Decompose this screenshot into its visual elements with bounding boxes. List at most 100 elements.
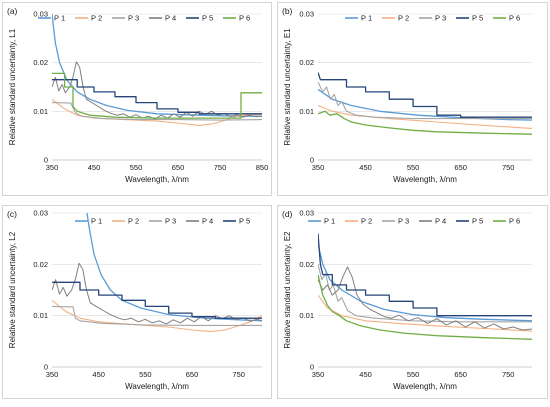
x-tick-label: 650 (454, 370, 467, 379)
x-tick-label: 850 (256, 163, 269, 172)
series-line-p2 (52, 98, 262, 126)
x-tick-label: 350 (46, 163, 59, 172)
x-tick-label: 550 (130, 163, 143, 172)
panel-c: (c) 0 0.01 0.02 0.03 350 450 550 650 750 Wavelengt… (2, 205, 272, 399)
legend-label: P 1 (324, 217, 335, 226)
x-tick-label: 650 (172, 163, 185, 172)
series-line-p1 (318, 243, 532, 322)
x-tick-label: 450 (92, 370, 105, 379)
series-line-p3 (52, 102, 262, 121)
series-group (52, 13, 262, 126)
x-tick-label: 750 (502, 370, 515, 379)
legend-item: P 5 (186, 14, 213, 23)
x-tick-label: 550 (139, 370, 152, 379)
panel-frame (2, 205, 272, 399)
legend-item: P 3 (149, 217, 176, 226)
x-tick-label: 450 (359, 163, 372, 172)
legend-item: P 2 (112, 217, 139, 226)
legend-label: P 3 (128, 14, 139, 23)
y-axis-title: Relative standard uncertainty, L2 (8, 231, 17, 348)
x-tick-label: 750 (214, 163, 227, 172)
legend-label: P 1 (91, 217, 102, 226)
panel-label: (b) (282, 6, 293, 16)
legend-item: P 1 (75, 217, 102, 226)
series-line-p4 (318, 266, 532, 331)
y-tick-label: 0.02 (33, 260, 48, 269)
legend-item: P 2 (345, 217, 372, 226)
y-tick-label: 0.02 (33, 58, 48, 67)
series-line-p5 (318, 233, 532, 317)
series-line-p6 (318, 274, 532, 340)
legend-item: P 5 (456, 217, 483, 226)
legend-item: P 4 (149, 14, 176, 23)
y-tick-label: 0.03 (33, 209, 48, 218)
series-line-p1 (318, 88, 532, 121)
legend-item: P 3 (419, 14, 446, 23)
y-tick-label: 0.01 (33, 311, 48, 320)
x-tick-label: 450 (88, 163, 101, 172)
legend-label: P 3 (435, 14, 446, 23)
series-group (318, 72, 532, 135)
x-tick-label: 750 (502, 163, 515, 172)
legend-item: P 1 (38, 14, 65, 23)
panel-frame (2, 2, 272, 196)
y-axis-title: Relative standard uncertainty, L1 (8, 28, 17, 145)
x-tick-label: 550 (407, 370, 420, 379)
y-tick-label: 0.03 (299, 10, 314, 19)
series-line-p5 (318, 72, 532, 118)
series-line-p5 (52, 79, 262, 115)
x-tick-label: 750 (232, 370, 245, 379)
series-line-p2 (318, 104, 532, 129)
x-axis-title: Wavelength, λ/nm (393, 175, 457, 184)
legend-label: P 6 (509, 217, 520, 226)
legend-label: P 5 (472, 217, 483, 226)
legend-item: P 6 (493, 14, 520, 23)
series-line-p6 (52, 72, 262, 119)
x-tick-label: 650 (454, 163, 467, 172)
legend-label: P 6 (239, 14, 250, 23)
legend-label: P 2 (398, 14, 409, 23)
y-tick-label: 0.03 (299, 209, 314, 218)
x-axis-title: Wavelength, λ/nm (125, 175, 189, 184)
legend-item: P 4 (419, 217, 446, 226)
x-tick-label: 650 (186, 370, 199, 379)
x-tick-label: 350 (46, 370, 59, 379)
series-line-p3 (52, 305, 262, 326)
series-group (52, 212, 262, 333)
legend-item: P 5 (456, 14, 483, 23)
legend-label: P 3 (165, 217, 176, 226)
series-group (318, 233, 532, 340)
y-tick-label: 0 (310, 156, 314, 165)
y-axis-title: Relative standard uncertainty, E2 (283, 231, 292, 349)
panel-b: (b) 0 0.01 0.02 0.03 350 450 550 650 750 Wavelengt… (277, 2, 548, 196)
legend-label: P 4 (435, 217, 446, 226)
y-tick-label: 0 (44, 156, 48, 165)
panel-d: (d) 0 0.01 0.02 0.03 350 450 550 650 750 Wavelengt… (277, 205, 548, 399)
legend-label: P 1 (54, 14, 65, 23)
x-tick-label: 450 (359, 370, 372, 379)
y-tick-label: 0 (44, 363, 48, 372)
series-line-p6 (318, 110, 532, 135)
legend-label: P 3 (398, 217, 409, 226)
y-tick-label: 0.01 (33, 107, 48, 116)
legend-item: P 5 (223, 217, 250, 226)
legend-item: P 6 (223, 14, 250, 23)
legend-label: P 5 (472, 14, 483, 23)
legend-label: P 2 (128, 217, 139, 226)
x-axis-title: Wavelength, λ/nm (393, 382, 457, 391)
y-tick-label: 0.02 (299, 58, 314, 67)
x-tick-label: 350 (312, 370, 325, 379)
series-line-p3 (318, 264, 532, 323)
legend-item: P 3 (112, 14, 139, 23)
panel-label: (d) (282, 209, 293, 219)
y-tick-label: 0.03 (33, 10, 48, 19)
legend-label: P 1 (361, 14, 372, 23)
legend-item: P 6 (493, 217, 520, 226)
legend-label: P 5 (239, 217, 250, 226)
y-tick-label: 0 (310, 363, 314, 372)
y-axis-title: Relative standard uncertainty, E1 (283, 28, 292, 146)
legend-label: P 6 (509, 14, 520, 23)
y-tick-label: 0.01 (299, 311, 314, 320)
x-axis-title: Wavelength, λ/nm (125, 382, 189, 391)
y-tick-label: 0.02 (299, 260, 314, 269)
